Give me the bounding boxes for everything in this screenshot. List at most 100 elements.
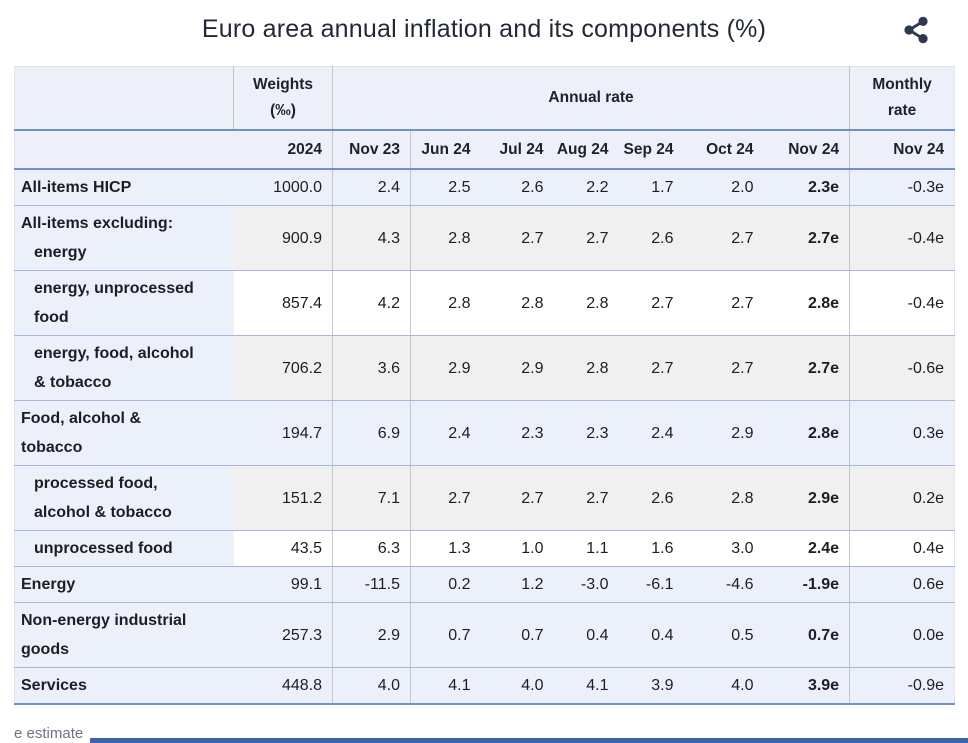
row-label: unprocessed food bbox=[14, 530, 234, 567]
annual-rate-cell: 2.7 bbox=[410, 465, 481, 531]
annual-rate-cell: 2.7 bbox=[618, 335, 684, 401]
annual-rate-cell: 2.7e bbox=[763, 335, 850, 401]
annual-rate-cell: 2.9 bbox=[332, 602, 411, 668]
monthly-rate-cell: -0.6e bbox=[849, 335, 955, 401]
weight-cell: 857.4 bbox=[233, 270, 333, 336]
weight-cell: 194.7 bbox=[233, 400, 333, 466]
annual-rate-cell: 2.2 bbox=[553, 169, 619, 206]
monthly-rate-cell: -0.3e bbox=[849, 169, 955, 206]
annual-rate-cell: 6.3 bbox=[332, 530, 411, 567]
annual-rate-cell: 0.7e bbox=[763, 602, 850, 668]
annual-rate-cell: 4.1 bbox=[553, 667, 619, 705]
annual-rate-cell: 2.9e bbox=[763, 465, 850, 531]
annual-rate-cell: 1.7 bbox=[618, 169, 684, 206]
row-label-line: Energy bbox=[21, 576, 76, 593]
annual-rate-cell: 2.8 bbox=[480, 270, 554, 336]
annual-rate-cell: 2.3 bbox=[480, 400, 554, 466]
annual-rate-cell: 2.7 bbox=[683, 270, 764, 336]
weight-cell: 99.1 bbox=[233, 566, 333, 603]
col-header-2024: 2024 bbox=[233, 130, 333, 170]
table-row: Energy 99.1 -11.5 0.2 1.2 -3.0 -6.1 -4.6 -1.9e 0.… bbox=[14, 566, 955, 603]
annual-rate-cell: 0.4 bbox=[618, 602, 684, 668]
row-label-line: All-items HICP bbox=[21, 179, 132, 196]
row-label-line: food bbox=[34, 309, 69, 326]
annual-rate-cell: 2.8 bbox=[410, 270, 481, 336]
table-body: All-items HICP 1000.0 2.4 2.5 2.6 2.2 1.7 2.0 2.… bbox=[14, 169, 955, 705]
annual-rate-cell: -1.9e bbox=[763, 566, 850, 603]
col-header-month: Sep 24 bbox=[618, 130, 684, 170]
weight-cell: 151.2 bbox=[233, 465, 333, 531]
monthly-rate-cell: -0.4e bbox=[849, 270, 955, 336]
row-label: energy, unprocessed food bbox=[14, 270, 234, 336]
annual-rate-cell: 4.0 bbox=[683, 667, 764, 705]
annual-rate-cell: -3.0 bbox=[553, 566, 619, 603]
monthly-rate-label-line1: Monthly bbox=[872, 76, 932, 93]
weights-unit: (‰) bbox=[270, 102, 296, 119]
annual-rate-cell: 1.6 bbox=[618, 530, 684, 567]
annual-rate-cell: 2.8 bbox=[553, 270, 619, 336]
col-header-monthly-month: Nov 24 bbox=[849, 130, 955, 170]
row-label-line: alcohol & tobacco bbox=[34, 504, 172, 521]
annual-rate-cell: 2.0 bbox=[683, 169, 764, 206]
annual-rate-cell: 2.7 bbox=[553, 205, 619, 271]
annual-rate-cell: 2.6 bbox=[480, 169, 554, 206]
col-header-month: Nov 23 bbox=[332, 130, 411, 170]
annual-rate-cell: 2.7e bbox=[763, 205, 850, 271]
monthly-rate-label-line2: rate bbox=[887, 102, 917, 119]
monthly-rate-cell: -0.4e bbox=[849, 205, 955, 271]
weight-cell: 1000.0 bbox=[233, 169, 333, 206]
annual-rate-cell: 6.9 bbox=[332, 400, 411, 466]
share-button[interactable] bbox=[902, 16, 930, 46]
weight-cell: 43.5 bbox=[233, 530, 333, 567]
row-label-line: energy, food, alcohol bbox=[34, 345, 194, 362]
row-label-line: processed food, bbox=[34, 475, 158, 492]
corner-cell bbox=[14, 66, 234, 131]
col-header-month: Aug 24 bbox=[553, 130, 619, 170]
annual-rate-cell: 3.9e bbox=[763, 667, 850, 705]
annual-rate-cell: 2.7 bbox=[683, 335, 764, 401]
col-header-month: Jun 24 bbox=[410, 130, 481, 170]
annual-rate-cell: 2.3 bbox=[553, 400, 619, 466]
annual-rate-cell: -11.5 bbox=[332, 566, 411, 603]
monthly-rate-cell: 0.0e bbox=[849, 602, 955, 668]
annual-rate-cell: 2.7 bbox=[553, 465, 619, 531]
row-label-line: energy bbox=[34, 244, 87, 261]
annual-rate-cell: 2.9 bbox=[683, 400, 764, 466]
header-period-row: 2024 Nov 23 Jun 24 Jul 24 Aug 24 Sep 24 … bbox=[14, 130, 955, 170]
annual-rate-cell: 2.7 bbox=[480, 465, 554, 531]
annual-rate-cell: 0.2 bbox=[410, 566, 481, 603]
header-group-row: Weights (‰) Annual rate Monthly rate bbox=[14, 66, 955, 131]
col-header-annual-rate: Annual rate bbox=[331, 66, 850, 131]
annual-rate-cell: 1.3 bbox=[410, 530, 481, 567]
table-row: Food, alcohol & tobacco 194.7 6.9 2.4 2.3 2.3 2… bbox=[14, 400, 955, 466]
annual-rate-cell: 2.9 bbox=[480, 335, 554, 401]
monthly-rate-cell: 0.6e bbox=[849, 566, 955, 603]
annual-rate-cell: 3.0 bbox=[683, 530, 764, 567]
annual-rate-cell: 2.8e bbox=[763, 400, 850, 466]
annual-rate-cell: 0.7 bbox=[410, 602, 481, 668]
table-row: All-items HICP 1000.0 2.4 2.5 2.6 2.2 1.7 2.0 2.… bbox=[14, 169, 955, 206]
annual-rate-cell: 1.2 bbox=[480, 566, 554, 603]
annual-rate-cell: 2.5 bbox=[410, 169, 481, 206]
row-label-line: All-items excluding: bbox=[21, 215, 174, 232]
annual-rate-cell: 3.6 bbox=[332, 335, 411, 401]
row-label-line: & tobacco bbox=[34, 374, 112, 391]
row-label-line: Food, alcohol & bbox=[21, 410, 141, 427]
table-row: processed food, alcohol & tobacco 151.2 7.1… bbox=[14, 465, 955, 531]
bottom-accent-bar bbox=[90, 738, 968, 743]
title-bar: Euro area annual inflation and its compo… bbox=[0, 0, 968, 66]
row-label: Services bbox=[14, 667, 234, 705]
annual-rate-cell: 2.4 bbox=[618, 400, 684, 466]
weight-cell: 448.8 bbox=[233, 667, 333, 705]
col-header-month: Jul 24 bbox=[480, 130, 554, 170]
row-label: Food, alcohol & tobacco bbox=[14, 400, 234, 466]
row-label-line: tobacco bbox=[21, 439, 83, 456]
col-header-weights: Weights (‰) bbox=[233, 66, 333, 131]
monthly-rate-cell: -0.9e bbox=[849, 667, 955, 705]
annual-rate-cell: 4.1 bbox=[410, 667, 481, 705]
annual-rate-cell: 0.5 bbox=[683, 602, 764, 668]
annual-rate-cell: 4.3 bbox=[332, 205, 411, 271]
row-label: energy, food, alcohol & tobacco bbox=[14, 335, 234, 401]
annual-rate-cell: 2.4 bbox=[332, 169, 411, 206]
